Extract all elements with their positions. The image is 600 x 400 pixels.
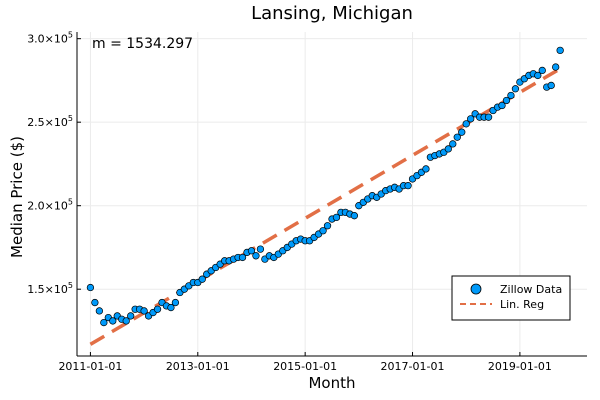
data-point bbox=[171, 298, 180, 307]
x-tick-label: 2015-01-01 bbox=[273, 360, 337, 373]
data-point bbox=[252, 252, 260, 260]
data-point bbox=[538, 66, 546, 75]
data-point bbox=[498, 101, 506, 110]
legend-label-zillow: Zillow Data bbox=[500, 283, 562, 296]
y-axis-label: Median Price ($) bbox=[8, 136, 26, 258]
data-point bbox=[167, 303, 175, 312]
data-point bbox=[507, 91, 515, 100]
data-point bbox=[511, 85, 520, 93]
axes bbox=[76, 32, 587, 357]
legend-box bbox=[451, 275, 571, 321]
data-point bbox=[556, 46, 564, 55]
data-point bbox=[91, 298, 99, 307]
data-point bbox=[153, 305, 162, 313]
data-point bbox=[256, 245, 265, 253]
data-point bbox=[484, 113, 493, 121]
legend-marker-zillow bbox=[470, 283, 482, 295]
data-point bbox=[444, 145, 452, 153]
data-point bbox=[350, 212, 359, 220]
x-axis-label: Month bbox=[308, 374, 355, 392]
x-tick-label: 2019-01-01 bbox=[488, 360, 552, 373]
data-point bbox=[109, 317, 117, 325]
data-point bbox=[449, 140, 457, 148]
x-tick-label: 2013-01-01 bbox=[166, 360, 230, 373]
x-tick-label: 2017-01-01 bbox=[381, 360, 445, 373]
data-point bbox=[552, 63, 560, 71]
data-point bbox=[422, 165, 430, 173]
chart-title: Lansing, Michigan bbox=[251, 3, 413, 24]
data-point bbox=[140, 307, 148, 315]
data-point bbox=[534, 71, 542, 80]
data-point bbox=[453, 133, 461, 141]
data-point bbox=[122, 317, 130, 325]
data-point bbox=[247, 247, 256, 255]
slope-annotation: m = 1534.297 bbox=[92, 36, 193, 52]
data-point bbox=[86, 283, 95, 292]
y-tick-label: 2.0×105 bbox=[27, 198, 73, 213]
data-point bbox=[319, 227, 327, 235]
y-tick-label: 3.0×105 bbox=[27, 31, 73, 46]
x-tick-label: 2011-01-01 bbox=[58, 360, 122, 373]
legend-label-linreg: Lin. Reg bbox=[500, 298, 544, 311]
data-point bbox=[198, 275, 206, 283]
data-point bbox=[502, 96, 511, 105]
plot-area bbox=[86, 46, 564, 346]
data-point bbox=[547, 81, 555, 90]
data-point bbox=[127, 312, 135, 320]
data-point bbox=[332, 213, 341, 222]
data-point bbox=[458, 128, 466, 136]
legend: Zillow Data Lin. Reg bbox=[451, 275, 571, 321]
data-point bbox=[323, 222, 332, 230]
y-tick-label: 1.5×105 bbox=[27, 281, 73, 296]
data-point bbox=[462, 120, 470, 128]
data-point bbox=[404, 181, 412, 190]
data-point bbox=[467, 115, 475, 123]
data-point bbox=[238, 253, 247, 262]
tick-labels: 2011-01-01 2013-01-01 2015-01-01 2017-01-01… bbox=[27, 31, 552, 373]
y-tick-label: 2.5×105 bbox=[27, 114, 73, 129]
data-point bbox=[95, 307, 104, 315]
data-point bbox=[100, 318, 108, 327]
